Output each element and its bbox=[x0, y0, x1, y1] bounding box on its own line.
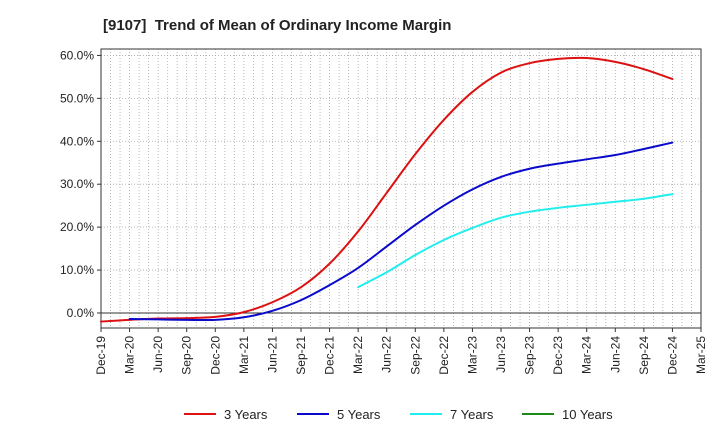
x-tick-label: Mar-24 bbox=[580, 336, 594, 374]
y-tick-label: 20.0% bbox=[60, 220, 94, 234]
legend: 3 Years 5 Years 7 Years 10 Years bbox=[184, 407, 613, 422]
x-tick-label: Jun-21 bbox=[265, 336, 279, 373]
x-tick-label: Jun-22 bbox=[380, 336, 394, 373]
legend-7-years-label: 7 Years bbox=[450, 407, 494, 422]
x-tick-label: Dec-21 bbox=[323, 336, 337, 375]
series-line-5-years bbox=[128, 141, 674, 322]
x-tick-label: Mar-22 bbox=[351, 336, 365, 374]
y-tick-label: 60.0% bbox=[60, 48, 94, 62]
y-tick-label: 0.0% bbox=[67, 306, 95, 320]
x-tick-label: Mar-21 bbox=[237, 336, 251, 374]
x-tick-label: Dec-20 bbox=[208, 336, 222, 375]
legend-10-years-label: 10 Years bbox=[562, 407, 613, 422]
x-tick-label: Mar-20 bbox=[123, 336, 137, 374]
x-tick-label: Mar-23 bbox=[465, 336, 479, 374]
chart-title: [9107] Trend of Mean of Ordinary Income … bbox=[103, 17, 452, 34]
y-tick-label: 30.0% bbox=[60, 177, 94, 191]
x-tick-label: Dec-22 bbox=[437, 336, 451, 375]
legend-3-years-label: 3 Years bbox=[224, 407, 268, 422]
x-tick-label: Dec-23 bbox=[551, 336, 565, 375]
y-tick-label: 40.0% bbox=[60, 134, 94, 148]
x-tick-label: Jun-23 bbox=[494, 336, 508, 373]
x-tick-label: Sep-21 bbox=[294, 336, 308, 375]
x-tick-label: Sep-20 bbox=[180, 336, 194, 375]
x-tick-labels: Dec-19 Mar-20 Jun-20 Sep-20 Dec-20 Mar-21 Jun-… bbox=[94, 336, 708, 375]
series-lines bbox=[100, 56, 674, 323]
x-tick-label: Jun-20 bbox=[151, 336, 165, 373]
series-line-7-years bbox=[357, 193, 674, 289]
grid-lines bbox=[100, 49, 702, 328]
x-tick-label: Sep-24 bbox=[637, 336, 651, 375]
plot-background bbox=[101, 49, 701, 328]
x-tick-label: Sep-22 bbox=[408, 336, 422, 375]
legend-5-years-label: 5 Years bbox=[337, 407, 381, 422]
series-line-3-years bbox=[100, 56, 674, 323]
x-tick-label: Dec-19 bbox=[94, 336, 108, 375]
y-tick-label: 10.0% bbox=[60, 263, 94, 277]
y-tick-labels: 0.0% 10.0% 20.0% 30.0% 40.0% 50.0% 60.0% bbox=[60, 48, 94, 320]
x-tick-label: Sep-23 bbox=[523, 336, 537, 375]
x-tick-label: Dec-24 bbox=[665, 336, 679, 375]
x-tick-label: Jun-24 bbox=[608, 336, 622, 373]
plot-frame bbox=[100, 48, 702, 329]
axes bbox=[97, 48, 702, 332]
x-tick-label: Mar-25 bbox=[694, 336, 708, 374]
y-tick-label: 50.0% bbox=[60, 91, 94, 105]
